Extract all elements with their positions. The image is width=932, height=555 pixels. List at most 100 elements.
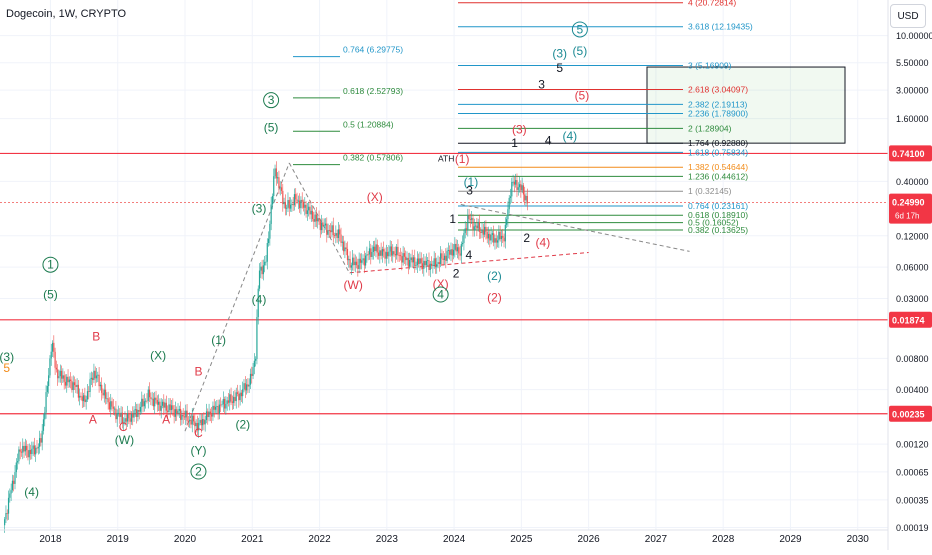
candle-body	[45, 392, 46, 413]
candle-body	[519, 184, 520, 187]
candle-body	[364, 258, 365, 265]
candle-body	[428, 260, 429, 270]
candle-body	[75, 385, 76, 387]
candle-body	[290, 205, 291, 209]
fib-level-label: 0.5 (1.20884)	[343, 119, 394, 129]
candle-body	[25, 446, 26, 452]
candle-body	[106, 398, 107, 399]
candle-body	[228, 400, 229, 402]
candle-body	[434, 258, 435, 265]
wave-label: 1	[449, 212, 456, 226]
candle-body	[449, 250, 450, 255]
candle-body	[396, 247, 397, 255]
candle-body	[118, 413, 119, 414]
wave-label: 3	[268, 93, 275, 107]
wave-label: (X)	[367, 190, 383, 204]
wave-label: (X)	[150, 348, 166, 362]
wave-label: 2	[195, 465, 202, 479]
price-tag-label: 0.74100	[892, 149, 925, 159]
candle-body	[201, 420, 202, 425]
candle-body	[64, 375, 65, 382]
candle-body	[475, 226, 476, 227]
candle-body	[448, 250, 449, 251]
x-tick-label: 2030	[847, 534, 870, 545]
candle-body	[399, 255, 400, 256]
candle-body	[327, 230, 328, 235]
candle-body	[418, 259, 419, 264]
candle-body	[128, 413, 129, 418]
candle-body	[120, 413, 121, 417]
fib-level-label: 1 (0.32145)	[688, 186, 732, 196]
wave-label: (1)	[464, 175, 479, 189]
candle-body	[211, 415, 212, 417]
x-tick-label: 2018	[39, 534, 62, 545]
candle-body	[57, 369, 58, 378]
candle-body	[321, 222, 322, 230]
candle-body	[468, 215, 469, 219]
fib-level-label: 2.618 (3.04097)	[688, 85, 748, 95]
candle-body	[435, 258, 436, 267]
candle-body	[58, 376, 59, 378]
candle-body	[47, 386, 48, 392]
candle-body	[249, 385, 250, 387]
candle-body	[153, 399, 154, 407]
candle-body	[236, 392, 237, 401]
candle-body	[79, 396, 80, 398]
candle-body	[409, 260, 410, 267]
x-tick-label: 2029	[779, 534, 802, 545]
wave-label: (3)	[552, 46, 567, 60]
candle-body	[271, 205, 272, 224]
fib-level-label: 0.382 (0.57806)	[343, 153, 403, 163]
candle-body	[496, 238, 497, 242]
candle-body	[251, 374, 252, 376]
currency-button[interactable]: USD	[890, 4, 926, 28]
candle-body	[89, 379, 90, 392]
symbol-title: Dogecoin, 1W, CRYPTO	[6, 8, 126, 20]
candle-body	[404, 253, 405, 257]
candle-body	[264, 262, 265, 266]
candle-body	[146, 401, 147, 402]
candle-body	[445, 256, 446, 261]
candle-body	[472, 218, 473, 230]
x-tick-label: 2024	[443, 534, 466, 545]
candle-body	[282, 191, 283, 204]
candle-body	[237, 392, 238, 394]
candle-body	[73, 382, 74, 390]
candle-body	[82, 396, 83, 401]
candle-body	[88, 391, 89, 392]
candle-body	[379, 250, 380, 256]
candle-body	[119, 413, 120, 417]
candle-body	[207, 411, 208, 417]
candle-body	[452, 249, 453, 255]
candle-body	[375, 244, 376, 251]
candle-body	[263, 265, 264, 274]
candle-body	[158, 402, 159, 405]
candle-body	[145, 401, 146, 402]
candle-body	[175, 409, 176, 417]
candle-body	[183, 415, 184, 416]
candle-body	[387, 252, 388, 256]
candle-body	[259, 271, 260, 289]
candle-body	[255, 359, 256, 361]
candle-body	[421, 258, 422, 263]
candle-body	[140, 407, 141, 412]
candle-body	[247, 384, 248, 386]
candle-body	[280, 187, 281, 188]
y-tick-label: 0.03000	[896, 294, 929, 304]
candle-body	[241, 393, 242, 396]
candle-body	[326, 224, 327, 235]
candle-body	[447, 251, 448, 261]
candle-body	[177, 411, 178, 413]
candle-body	[256, 317, 257, 359]
candle-body	[48, 375, 49, 386]
candle-body	[26, 446, 27, 450]
candle-body	[390, 246, 391, 251]
candle-body	[480, 232, 481, 233]
candle-body	[40, 438, 41, 443]
fib-level-label: 1.236 (0.44612)	[688, 171, 748, 181]
candle-body	[497, 240, 498, 242]
candle-body	[69, 380, 70, 383]
candle-body	[479, 222, 480, 232]
y-tick-label: 5.50000	[896, 58, 929, 68]
